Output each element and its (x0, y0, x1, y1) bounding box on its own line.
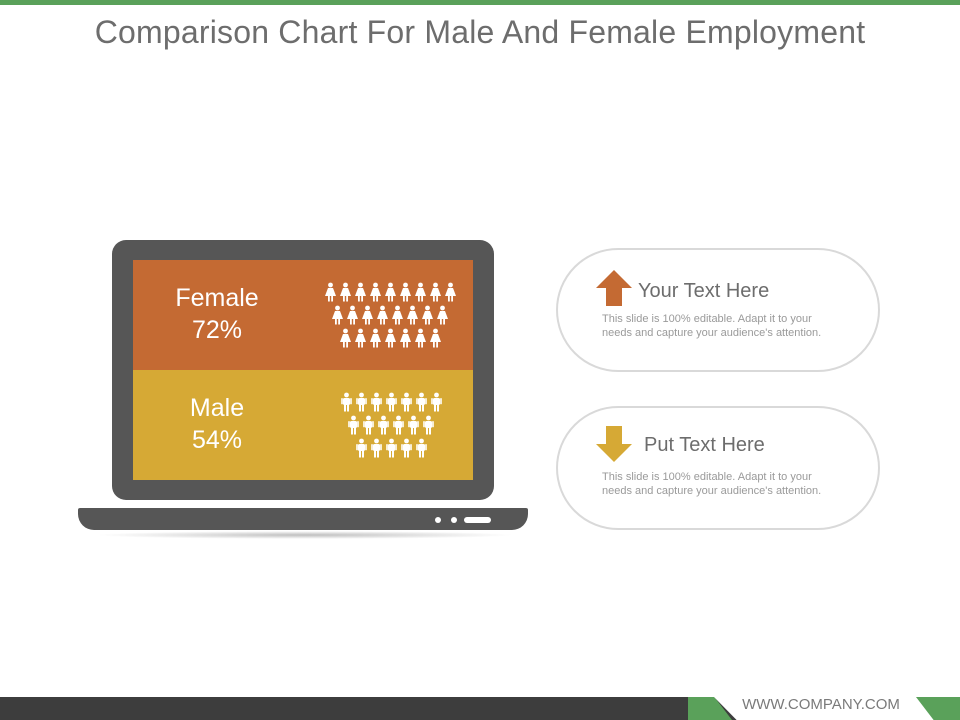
laptop-dot (435, 517, 441, 523)
female-person-icon (414, 328, 426, 348)
male-person-icon (423, 415, 434, 435)
male-label-block: Male 54% (133, 392, 301, 456)
male-panel: Male 54% (133, 370, 473, 480)
male-person-icon (355, 392, 367, 412)
male-person-icon (385, 392, 397, 412)
card-2-body: This slide is 100% editable. Adapt it to… (602, 471, 822, 497)
female-person-icon (429, 282, 441, 302)
male-person-icon (415, 438, 427, 458)
male-percent: 54% (191, 426, 243, 454)
people-row (346, 415, 436, 435)
female-percent: 72% (191, 316, 243, 344)
female-person-icon (407, 305, 418, 325)
female-person-icon (347, 305, 358, 325)
male-person-icon (363, 415, 374, 435)
laptop-shadow (95, 531, 515, 539)
female-person-icon (369, 282, 381, 302)
male-person-icon (370, 438, 382, 458)
people-row (330, 305, 450, 325)
female-person-icon (362, 305, 373, 325)
female-person-icon (339, 282, 351, 302)
female-person-icon (369, 328, 381, 348)
female-person-icon (392, 305, 403, 325)
text-card-2: Put Text Here This slide is 100% editabl… (556, 406, 880, 530)
male-person-icon (400, 438, 412, 458)
male-person-icon (378, 415, 389, 435)
male-person-icon (393, 415, 404, 435)
male-person-icon (400, 392, 412, 412)
male-person-icon (370, 392, 382, 412)
male-label: Male (189, 394, 245, 422)
female-person-icon (399, 328, 411, 348)
arrow-up-icon (596, 270, 632, 306)
people-row (339, 392, 444, 412)
male-person-icon (340, 392, 352, 412)
female-person-icon (414, 282, 426, 302)
female-label: Female (175, 284, 259, 312)
card-2-title: Put Text Here (644, 434, 765, 456)
text-card-1: Your Text Here This slide is 100% editab… (556, 248, 880, 372)
female-person-icon (422, 305, 433, 325)
male-person-icon (355, 438, 367, 458)
page-title: Comparison Chart For Male And Female Emp… (94, 14, 866, 50)
top-accent-bar (0, 0, 960, 5)
laptop-base (78, 508, 528, 530)
people-row (338, 328, 443, 348)
male-people-group (333, 392, 449, 458)
male-person-icon (385, 438, 397, 458)
footer-website: WWW.COMPANY.COM (742, 696, 900, 713)
female-person-icon (384, 282, 396, 302)
female-person-icon (339, 328, 351, 348)
footer-label-area (714, 697, 940, 720)
male-person-icon (348, 415, 359, 435)
laptop-screen: Female 72% Male 54% (112, 240, 494, 500)
laptop-dot (451, 517, 457, 523)
female-person-icon (437, 305, 448, 325)
male-person-icon (415, 392, 427, 412)
female-person-icon (332, 305, 343, 325)
card-1-title: Your Text Here (638, 280, 770, 302)
female-person-icon (324, 282, 336, 302)
female-person-icon (399, 282, 411, 302)
female-person-icon (377, 305, 388, 325)
people-row (354, 438, 429, 458)
female-person-icon (384, 328, 396, 348)
male-person-icon (430, 392, 442, 412)
female-person-icon (429, 328, 441, 348)
female-people-group (321, 282, 459, 348)
female-panel: Female 72% (133, 260, 473, 370)
female-label-block: Female 72% (133, 282, 301, 346)
laptop-slot (464, 517, 491, 523)
female-person-icon (354, 282, 366, 302)
female-person-icon (444, 282, 456, 302)
arrow-down-icon (596, 426, 632, 462)
people-row (323, 282, 458, 302)
card-1-body: This slide is 100% editable. Adapt it to… (602, 313, 822, 339)
female-person-icon (354, 328, 366, 348)
male-person-icon (408, 415, 419, 435)
